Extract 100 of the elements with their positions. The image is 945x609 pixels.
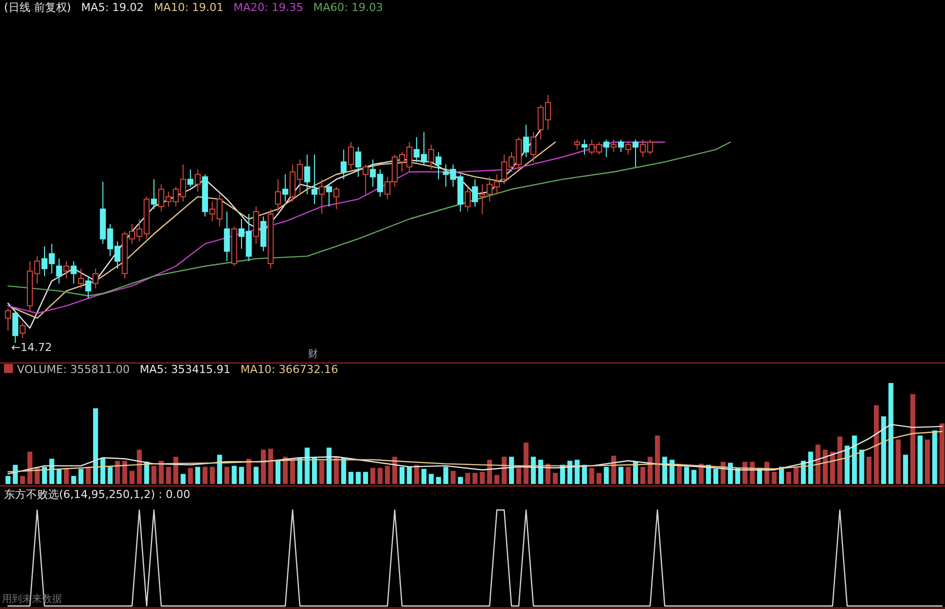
bar xyxy=(239,466,244,484)
bar xyxy=(844,446,850,484)
bar xyxy=(494,474,500,484)
bar xyxy=(524,442,529,484)
candlestick xyxy=(92,268,99,289)
candlestick xyxy=(70,260,77,284)
bar xyxy=(633,462,638,484)
bar xyxy=(436,476,441,484)
bar xyxy=(414,464,420,484)
candlestick xyxy=(603,139,610,158)
bar xyxy=(195,466,200,484)
bar xyxy=(166,466,172,484)
legend-label: VOLUME: 355811.00 xyxy=(17,363,130,376)
bar xyxy=(450,470,456,484)
bar xyxy=(640,466,646,484)
candlestick xyxy=(275,178,281,212)
candlestick xyxy=(333,186,340,210)
bar xyxy=(684,466,690,484)
text: MA10: 366732.16 xyxy=(240,363,338,376)
candlestick xyxy=(56,258,62,284)
bar xyxy=(837,436,842,484)
bar xyxy=(151,466,156,484)
candlestick xyxy=(348,142,354,170)
bar xyxy=(487,460,492,484)
bar xyxy=(458,476,463,484)
bar xyxy=(830,452,836,484)
bar xyxy=(852,436,857,484)
bar xyxy=(604,466,609,484)
bar xyxy=(100,458,106,484)
bar xyxy=(341,458,346,484)
bar xyxy=(254,466,259,484)
bar xyxy=(596,472,602,484)
candlestick xyxy=(194,168,201,192)
bar xyxy=(188,468,193,484)
bar xyxy=(713,468,718,484)
bar xyxy=(217,454,222,484)
chart-title: (日线 前复权) xyxy=(4,1,72,14)
text: MA5: 19.02 xyxy=(81,1,144,14)
bar xyxy=(319,460,324,484)
bar xyxy=(20,476,26,484)
bar xyxy=(290,460,296,484)
bar xyxy=(421,468,426,484)
bar xyxy=(246,458,252,484)
bar xyxy=(940,423,944,484)
chart-title: 东方不败选(6,14,95,250,1,2) : 0.00 xyxy=(4,488,190,501)
bar xyxy=(370,468,376,484)
bar xyxy=(815,444,820,484)
bar xyxy=(312,458,317,484)
candlestick xyxy=(574,139,580,150)
candlestick xyxy=(12,310,18,344)
bar xyxy=(363,472,368,484)
bar xyxy=(428,474,434,484)
bar xyxy=(224,466,230,484)
text: MA60: 19.03 xyxy=(313,1,383,14)
candlestick xyxy=(523,124,530,158)
candlestick xyxy=(224,211,230,262)
bar xyxy=(874,405,879,484)
bar xyxy=(304,448,310,484)
text: 财 xyxy=(308,348,318,360)
bar xyxy=(180,474,186,484)
bar xyxy=(582,464,587,484)
candlestick xyxy=(610,139,617,153)
bar xyxy=(778,466,784,484)
bar xyxy=(574,460,580,484)
bar xyxy=(618,466,624,484)
bar xyxy=(502,456,507,484)
bar xyxy=(12,464,18,484)
bar xyxy=(356,472,361,484)
text: MA10: 19.01 xyxy=(154,1,224,14)
bar xyxy=(772,472,777,484)
bar xyxy=(480,472,485,484)
candlestick xyxy=(340,149,347,180)
bar xyxy=(589,468,594,484)
candlestick xyxy=(63,260,70,280)
bar xyxy=(808,452,814,484)
bar xyxy=(93,408,98,484)
bar xyxy=(896,440,901,484)
candlestick xyxy=(362,164,369,195)
bar xyxy=(881,416,886,484)
candlestick xyxy=(436,152,442,180)
bar xyxy=(64,468,69,484)
bar xyxy=(260,450,266,484)
bar xyxy=(326,448,332,484)
bar xyxy=(443,466,448,484)
annotation: ←14.72 xyxy=(11,341,52,354)
bar xyxy=(268,448,274,484)
bar xyxy=(56,468,62,484)
bar xyxy=(173,456,178,484)
bar xyxy=(924,440,930,484)
bar xyxy=(662,456,668,484)
bar xyxy=(232,466,237,484)
candlestick xyxy=(472,178,478,208)
bar xyxy=(918,436,923,484)
candlestick xyxy=(428,144,434,170)
candlestick xyxy=(187,168,194,188)
bar xyxy=(794,466,799,484)
bar xyxy=(472,472,478,484)
bar xyxy=(378,468,383,484)
bar xyxy=(210,466,215,484)
bar xyxy=(348,472,354,484)
